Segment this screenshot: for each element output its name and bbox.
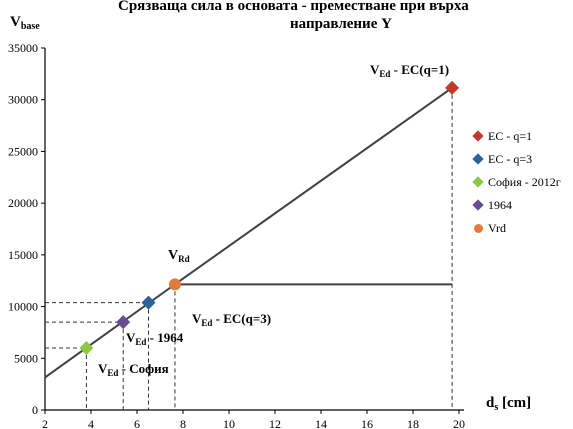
y-tick-label: 15000 bbox=[8, 248, 38, 262]
point-marker bbox=[141, 295, 156, 310]
point-marker bbox=[79, 340, 94, 355]
annotation-sofia: VEd - София bbox=[98, 361, 169, 378]
y-tick-label: 20000 bbox=[8, 196, 38, 210]
x-tick-label: 4 bbox=[88, 417, 94, 429]
annotation-ec-q3: VEd - EC(q=3) bbox=[192, 311, 272, 328]
y-tick-label: 30000 bbox=[8, 93, 38, 107]
point-marker bbox=[116, 315, 131, 330]
y-tick-label: 10000 bbox=[8, 300, 38, 314]
y-axis-label: Vbase bbox=[10, 14, 40, 32]
x-tick-label: 10 bbox=[223, 417, 235, 429]
point-vrd bbox=[168, 278, 181, 291]
x-axis-label: ds [cm] bbox=[486, 395, 532, 413]
chart-title-line2: направление Y bbox=[290, 16, 392, 32]
x-tick-label: 14 bbox=[315, 417, 327, 429]
x-tick-label: 12 bbox=[269, 417, 281, 429]
y-tick-label: 35000 bbox=[8, 41, 38, 55]
x-tick-label: 18 bbox=[407, 417, 419, 429]
elastic-line bbox=[174, 87, 453, 286]
x-tick-label: 20 bbox=[453, 417, 465, 429]
x-tick-label: 2 bbox=[42, 417, 48, 429]
x-tick-label: 8 bbox=[180, 417, 186, 429]
point-marker bbox=[445, 80, 460, 95]
x-tick-label: 6 bbox=[134, 417, 140, 429]
x-tick-label: 16 bbox=[361, 417, 373, 429]
legend-marker-icon bbox=[474, 224, 483, 233]
annotation-1964: VEd - 1964 bbox=[126, 330, 184, 347]
y-tick-label: 0 bbox=[32, 403, 38, 417]
chart-title-line1: Срязваща сила в основата - преместване п… bbox=[118, 0, 469, 14]
y-tick-label: 5000 bbox=[14, 351, 38, 365]
annotation-ec-q1: VEd - EC(q=1) bbox=[370, 62, 450, 79]
y-tick-label: 25000 bbox=[8, 144, 38, 158]
annotation-vrd: VRd bbox=[168, 248, 190, 264]
